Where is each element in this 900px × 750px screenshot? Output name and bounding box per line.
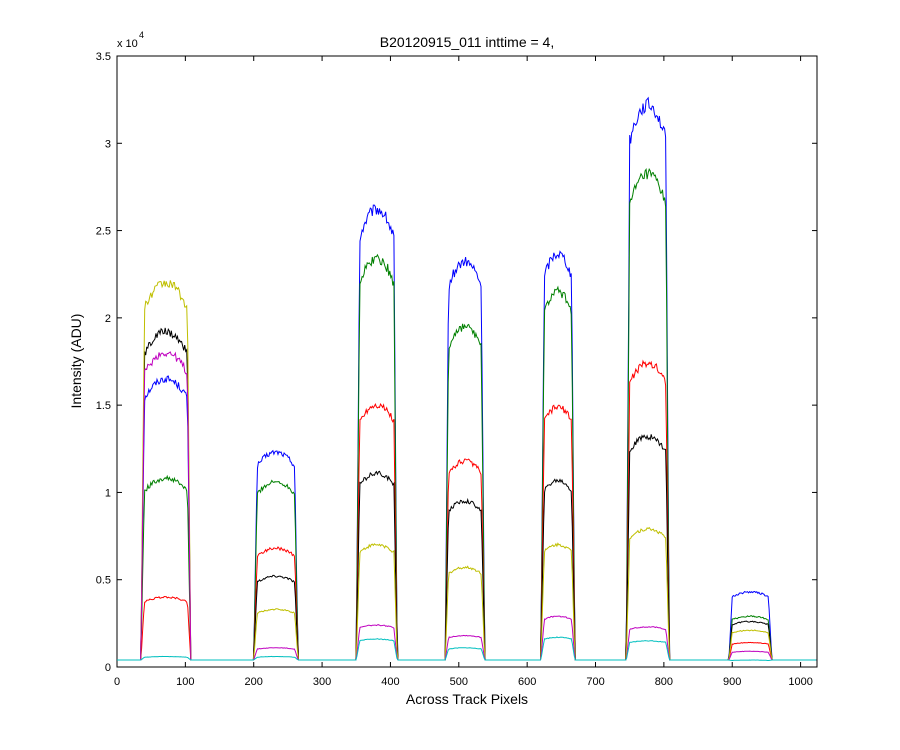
series-layer — [117, 96, 817, 662]
y-axis-label: Intensity (ADU) — [68, 314, 84, 409]
x-tick-label: 1000 — [788, 676, 812, 688]
y-tick-label: 1.5 — [96, 400, 111, 412]
x-tick-label: 0 — [114, 676, 120, 688]
y-tick-label: 2.5 — [96, 226, 111, 238]
y-tick-label: 1 — [105, 487, 111, 499]
x-tick-label: 500 — [450, 676, 468, 688]
y-tick-label: 3.5 — [96, 51, 111, 63]
chart-title: B20120915_011 inttime = 4, — [380, 34, 555, 50]
series-line — [117, 636, 817, 662]
y-tick-label: 2 — [105, 313, 111, 325]
y-tick-label: 0.5 — [96, 575, 111, 587]
x-tick-label: 600 — [518, 676, 536, 688]
x-tick-label: 100 — [176, 676, 194, 688]
y-exponent-power: 4 — [139, 30, 144, 40]
x-tick-label: 300 — [313, 676, 331, 688]
x-axis-label: Across Track Pixels — [406, 691, 528, 707]
plot-area — [116, 55, 818, 668]
x-tick-label: 700 — [586, 676, 604, 688]
y-tick-label: 3 — [105, 138, 111, 150]
y-exponent-label: x 10 — [117, 38, 138, 50]
tick-layer: 0 100 200 300 400 500 600 700 800 900 1000 0 0.5 1 1.5… — [96, 51, 817, 688]
y-tick-label: 0 — [105, 662, 111, 674]
x-tick-label: 800 — [655, 676, 673, 688]
x-tick-label: 200 — [245, 676, 263, 688]
x-tick-label: 900 — [723, 676, 741, 688]
x-tick-label: 400 — [381, 676, 399, 688]
